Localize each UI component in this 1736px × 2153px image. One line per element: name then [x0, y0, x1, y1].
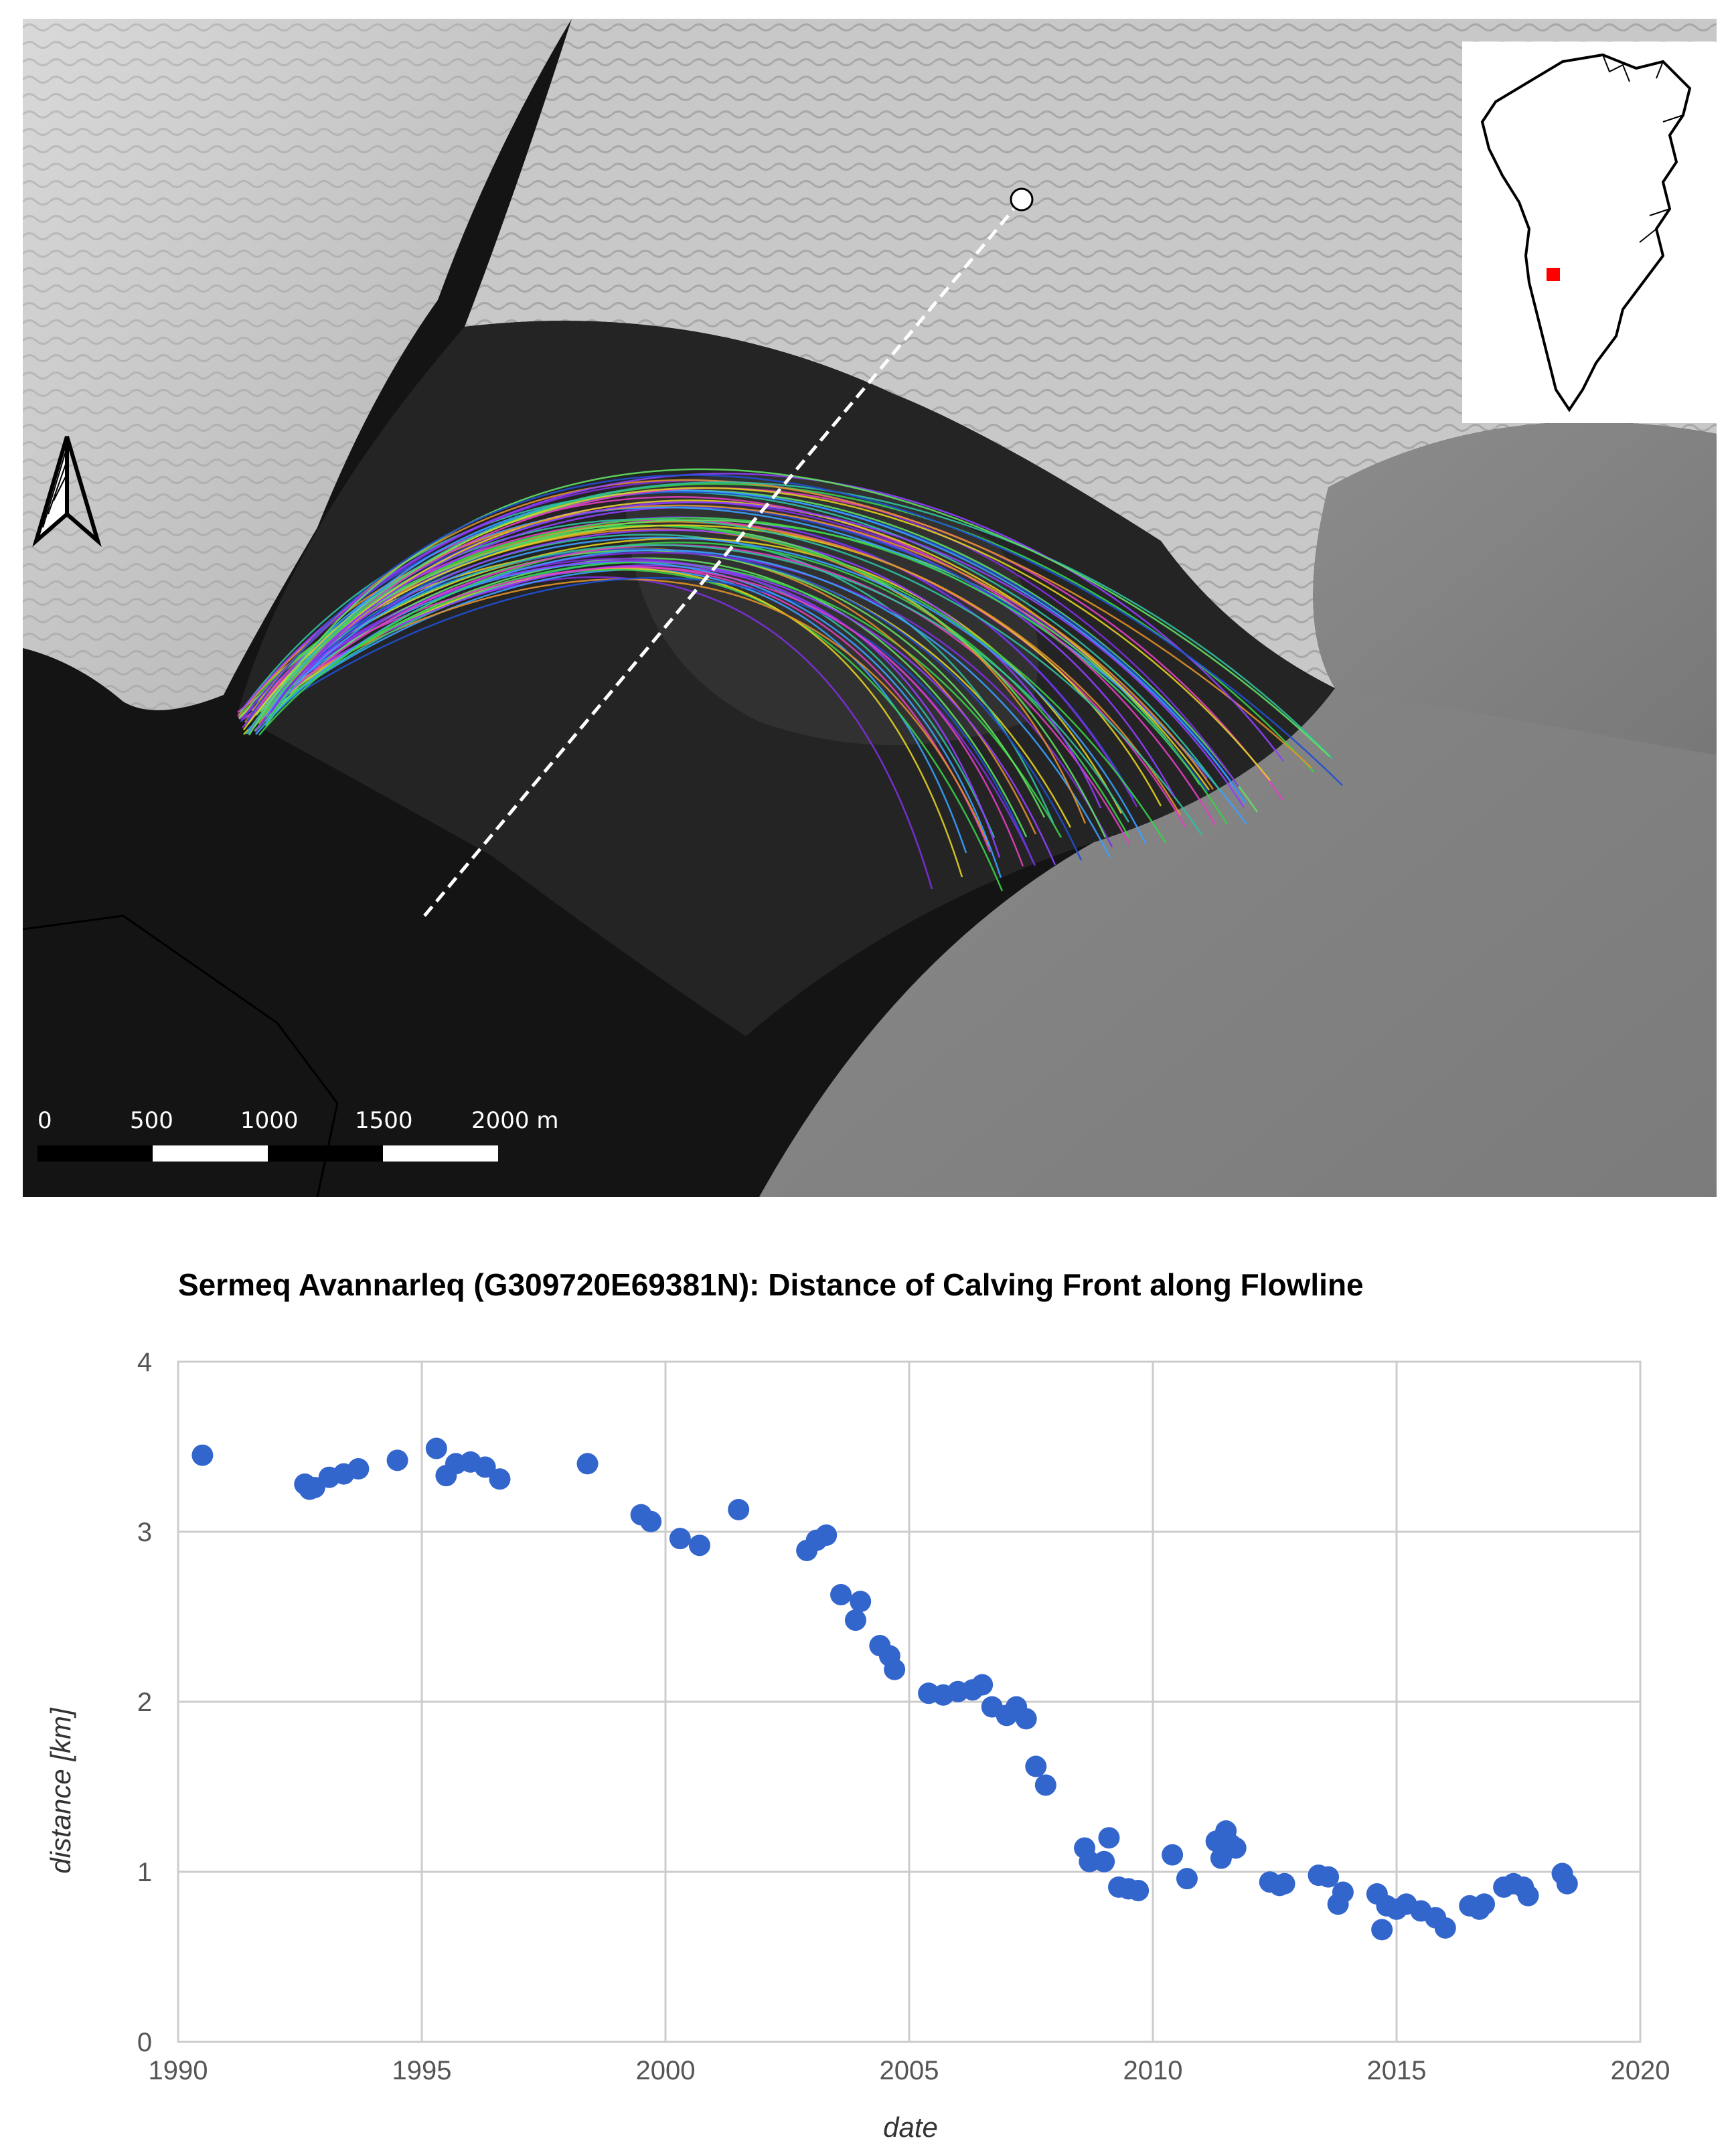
data-point [1162, 1844, 1184, 1866]
scale-label-1500: 1500 [355, 1107, 413, 1134]
calving-front-line [255, 549, 1111, 858]
x-tick-label: 2005 [880, 2056, 939, 2085]
data-point [1176, 1868, 1198, 1890]
data-point [1517, 1885, 1539, 1907]
data-point [850, 1591, 872, 1613]
calving-front-line [242, 473, 1285, 762]
flowline [423, 198, 1023, 917]
calving-front-line [239, 491, 1222, 792]
chart-points [191, 1437, 1578, 1941]
greenland-outline [1480, 53, 1692, 412]
calving-front-line [248, 468, 1330, 757]
data-point [669, 1528, 691, 1550]
calving-front-line [248, 501, 1245, 808]
scatter-chart: Sermeq Avannarleq (G309720E69381N): Dist… [45, 1267, 1670, 2143]
y-tick-label: 4 [137, 1348, 152, 1377]
data-point [688, 1534, 710, 1557]
calving-front-lines [237, 468, 1343, 892]
x-tick-label: 2015 [1367, 2056, 1427, 2085]
greenland-inset-map [1462, 42, 1717, 423]
data-point [1556, 1872, 1578, 1895]
flowline-origin-marker [1010, 187, 1034, 212]
data-point [1332, 1881, 1354, 1903]
x-tick-label: 2000 [636, 2056, 696, 2085]
data-point [1371, 1919, 1393, 1941]
data-point [844, 1609, 866, 1631]
data-point [1034, 1774, 1056, 1796]
satellite-map: 0 500 1000 1500 2000 m [23, 19, 1717, 1197]
chart-panel: Sermeq Avannarleq (G309720E69381N): Dist… [0, 1232, 1736, 2150]
chart-title: Sermeq Avannarleq (G309720E69381N): Dist… [178, 1267, 1364, 1302]
calving-front-line [250, 578, 991, 848]
calving-front-line [269, 529, 1102, 809]
data-point [386, 1449, 408, 1471]
calving-front-line [265, 536, 1147, 844]
calving-front-line [238, 504, 1214, 790]
calving-front-line [264, 489, 1247, 804]
data-point [425, 1437, 447, 1459]
calving-front-line [260, 499, 1210, 791]
data-point [815, 1524, 838, 1546]
scale-label-500: 500 [130, 1107, 173, 1134]
x-tick-label: 2020 [1611, 2056, 1670, 2085]
data-point [640, 1510, 662, 1532]
data-point [1318, 1866, 1340, 1888]
data-point [191, 1444, 214, 1466]
data-point [474, 1456, 496, 1478]
data-point [1093, 1850, 1115, 1872]
data-point [1025, 1755, 1047, 1777]
calving-front-line [245, 481, 1333, 759]
data-point [576, 1453, 599, 1475]
chart-ticks: 1990 1995 2000 2005 2010 2015 2020 0 1 2 3 4 [137, 1348, 1670, 2085]
x-tick-label: 1990 [149, 2056, 208, 2085]
scale-label-1000: 1000 [240, 1107, 299, 1134]
data-point [1273, 1872, 1295, 1895]
data-point [728, 1498, 750, 1520]
chart-grid [177, 1360, 1642, 2043]
scale-label-0: 0 [37, 1107, 52, 1134]
scale-bar: 0 500 1000 1500 2000 m [37, 1107, 558, 1162]
x-axis-label: date [883, 2111, 938, 2143]
data-point [971, 1674, 994, 1696]
data-point [1474, 1893, 1496, 1915]
y-tick-label: 1 [137, 1858, 152, 1887]
x-tick-label: 1995 [392, 2056, 452, 2085]
calving-front-line [248, 487, 1284, 801]
x-tick-label: 2010 [1123, 2056, 1183, 2085]
calving-front-line [246, 561, 1002, 878]
data-point [1127, 1879, 1150, 1901]
data-point [1098, 1827, 1120, 1849]
data-point [1015, 1708, 1037, 1730]
y-tick-label: 2 [137, 1688, 152, 1717]
calving-front-line [247, 577, 1034, 863]
data-point [830, 1583, 852, 1605]
calving-front-line [258, 552, 1113, 848]
scale-label-2000: 2000 m [471, 1107, 558, 1134]
calving-front-line [246, 474, 1343, 786]
data-point [489, 1468, 511, 1490]
calving-front-line [256, 560, 1056, 866]
data-point [347, 1458, 370, 1480]
north-arrow-icon [32, 436, 102, 548]
y-tick-label: 0 [137, 2028, 152, 2057]
map-canvas: 0 500 1000 1500 2000 m [23, 19, 1717, 1197]
data-point [1225, 1837, 1247, 1859]
y-tick-label: 3 [137, 1518, 152, 1547]
data-point [1434, 1917, 1456, 1939]
data-point [884, 1658, 906, 1680]
y-axis-label: distance [km] [45, 1707, 76, 1874]
location-marker [1547, 268, 1560, 281]
calving-front-line [267, 534, 1054, 823]
